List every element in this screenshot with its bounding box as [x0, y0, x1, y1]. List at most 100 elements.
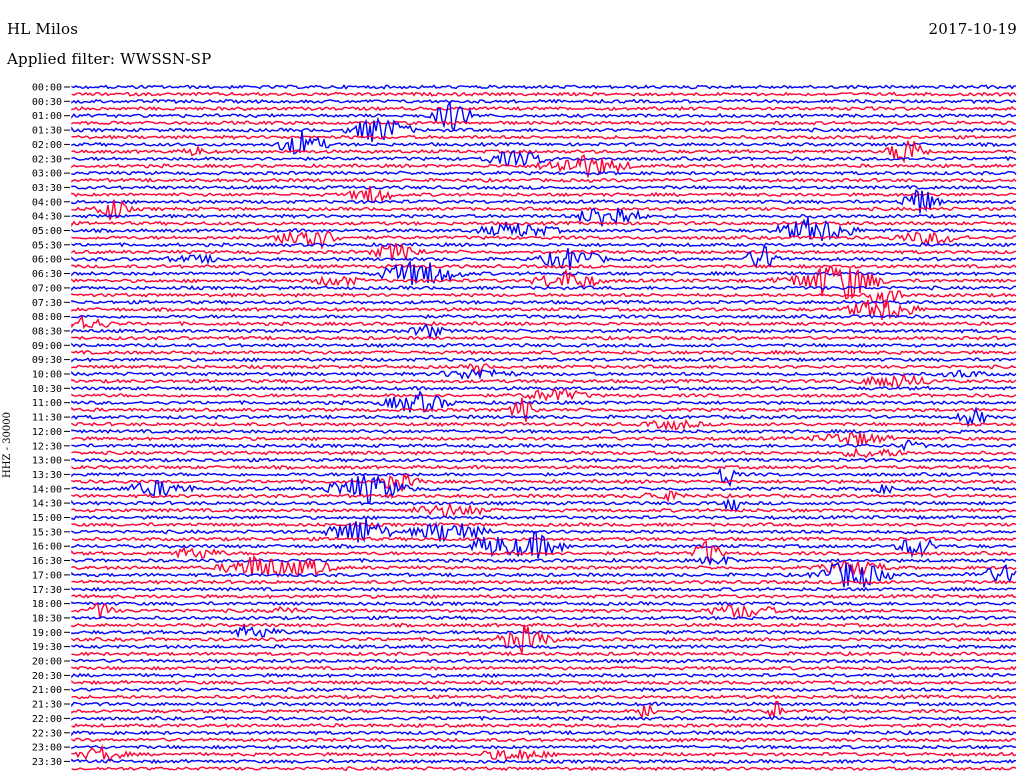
time-tick-label: 21:00	[32, 685, 62, 696]
trace-line	[71, 229, 1017, 251]
trace-line	[71, 356, 1017, 363]
trace-line	[71, 643, 1017, 650]
time-tick-label: 16:30	[32, 556, 62, 567]
trace-line	[71, 554, 1017, 578]
trace-line	[71, 298, 1017, 320]
time-tick-label: 09:00	[32, 341, 62, 352]
trace-line	[71, 105, 1017, 112]
trace-line	[71, 116, 1017, 143]
trace-line	[71, 130, 1017, 155]
time-tick-label: 18:30	[32, 613, 62, 624]
trace-line	[71, 586, 1017, 592]
trace-line	[71, 390, 1017, 413]
time-tick-label: 06:30	[32, 269, 62, 280]
trace-line	[71, 387, 1017, 402]
trace-line	[71, 497, 1017, 513]
trace-line	[71, 406, 1017, 428]
trace-line	[71, 241, 1017, 248]
trace-line	[71, 467, 1017, 488]
trace-line	[71, 134, 1017, 141]
trace-line	[71, 314, 1017, 330]
trace-line	[71, 737, 1017, 743]
trace-line	[71, 385, 1017, 392]
trace-line	[71, 184, 1017, 191]
trace-line	[71, 665, 1017, 671]
station-title: HL Milos	[7, 20, 79, 38]
time-tick-label: 08:30	[32, 326, 62, 337]
time-tick-label: 14:30	[32, 499, 62, 510]
trace-line	[71, 514, 1017, 521]
time-tick-label: 20:30	[32, 671, 62, 682]
trace-line	[71, 531, 1017, 559]
time-tick-label: 01:30	[32, 126, 62, 137]
trace-line	[71, 518, 1017, 543]
trace-line	[71, 335, 1017, 341]
time-tick-group: 00:00 00:30 01:00 01:30 02:00 02:30 03:00 03:30…	[32, 83, 70, 768]
time-tick-label: 08:00	[32, 312, 62, 323]
trace-line	[71, 349, 1017, 356]
filter-label: Applied filter: WWSSN-SP	[7, 50, 212, 68]
trace-line	[71, 299, 1017, 306]
trace-line	[71, 579, 1017, 585]
time-tick-label: 20:00	[32, 657, 62, 668]
trace-line	[71, 207, 1017, 227]
time-tick-label: 13:30	[32, 470, 62, 481]
time-tick-label: 22:00	[32, 714, 62, 725]
time-tick-label: 05:30	[32, 240, 62, 251]
time-tick-label: 12:00	[32, 427, 62, 438]
trace-line	[71, 473, 1017, 503]
trace-line	[71, 744, 1017, 750]
trace-line	[71, 265, 1017, 300]
trace-group	[71, 84, 1017, 772]
trace-line	[71, 290, 1017, 310]
trace-line	[71, 701, 1017, 708]
time-tick-label: 15:00	[32, 513, 62, 524]
trace-line	[71, 624, 1017, 654]
trace-line	[71, 615, 1017, 621]
trace-line	[71, 722, 1017, 729]
trace-line	[71, 540, 1017, 565]
trace-line	[71, 342, 1017, 349]
trace-line	[71, 464, 1017, 471]
trace-line	[71, 521, 1017, 528]
time-tick-label: 17:30	[32, 585, 62, 596]
trace-line	[71, 313, 1017, 320]
time-tick-label: 01:00	[32, 111, 62, 122]
time-tick-label: 04:30	[32, 212, 62, 223]
time-tick-label: 05:00	[32, 226, 62, 237]
trace-line	[71, 624, 1017, 639]
trace-line	[71, 363, 1016, 376]
time-tick-label: 07:30	[32, 298, 62, 309]
date-label: 2017-10-19	[928, 20, 1017, 38]
time-tick-label: 12:30	[32, 441, 62, 452]
time-tick-label: 17:00	[32, 570, 62, 581]
time-tick-label: 00:30	[32, 97, 62, 108]
trace-line	[71, 715, 1017, 722]
trace-line	[71, 555, 1017, 567]
time-tick-label: 10:00	[32, 370, 62, 381]
time-tick-label: 18:00	[32, 599, 62, 610]
time-tick-label: 11:30	[32, 413, 62, 424]
time-tick-label: 15:30	[32, 527, 62, 538]
time-tick-label: 19:00	[32, 628, 62, 639]
time-tick-label: 10:30	[32, 384, 62, 395]
trace-line	[71, 743, 1017, 763]
trace-line	[71, 600, 1017, 607]
trace-line	[71, 139, 1017, 164]
trace-line	[71, 177, 1017, 184]
trace-line	[71, 658, 1017, 664]
trace-line	[71, 447, 1017, 459]
trace-line	[71, 593, 1017, 600]
trace-line	[71, 371, 1017, 389]
trace-line	[71, 473, 1017, 493]
trace-line	[71, 84, 1017, 90]
trace-line	[71, 650, 1017, 657]
trace-line	[71, 189, 1017, 214]
time-tick-label: 02:30	[32, 154, 62, 165]
trace-line	[71, 263, 1017, 270]
trace-line	[71, 98, 1017, 105]
trace-line	[71, 428, 1017, 435]
time-tick-label: 23:00	[32, 743, 62, 754]
trace-line	[71, 170, 1017, 176]
trace-line	[71, 729, 1017, 737]
